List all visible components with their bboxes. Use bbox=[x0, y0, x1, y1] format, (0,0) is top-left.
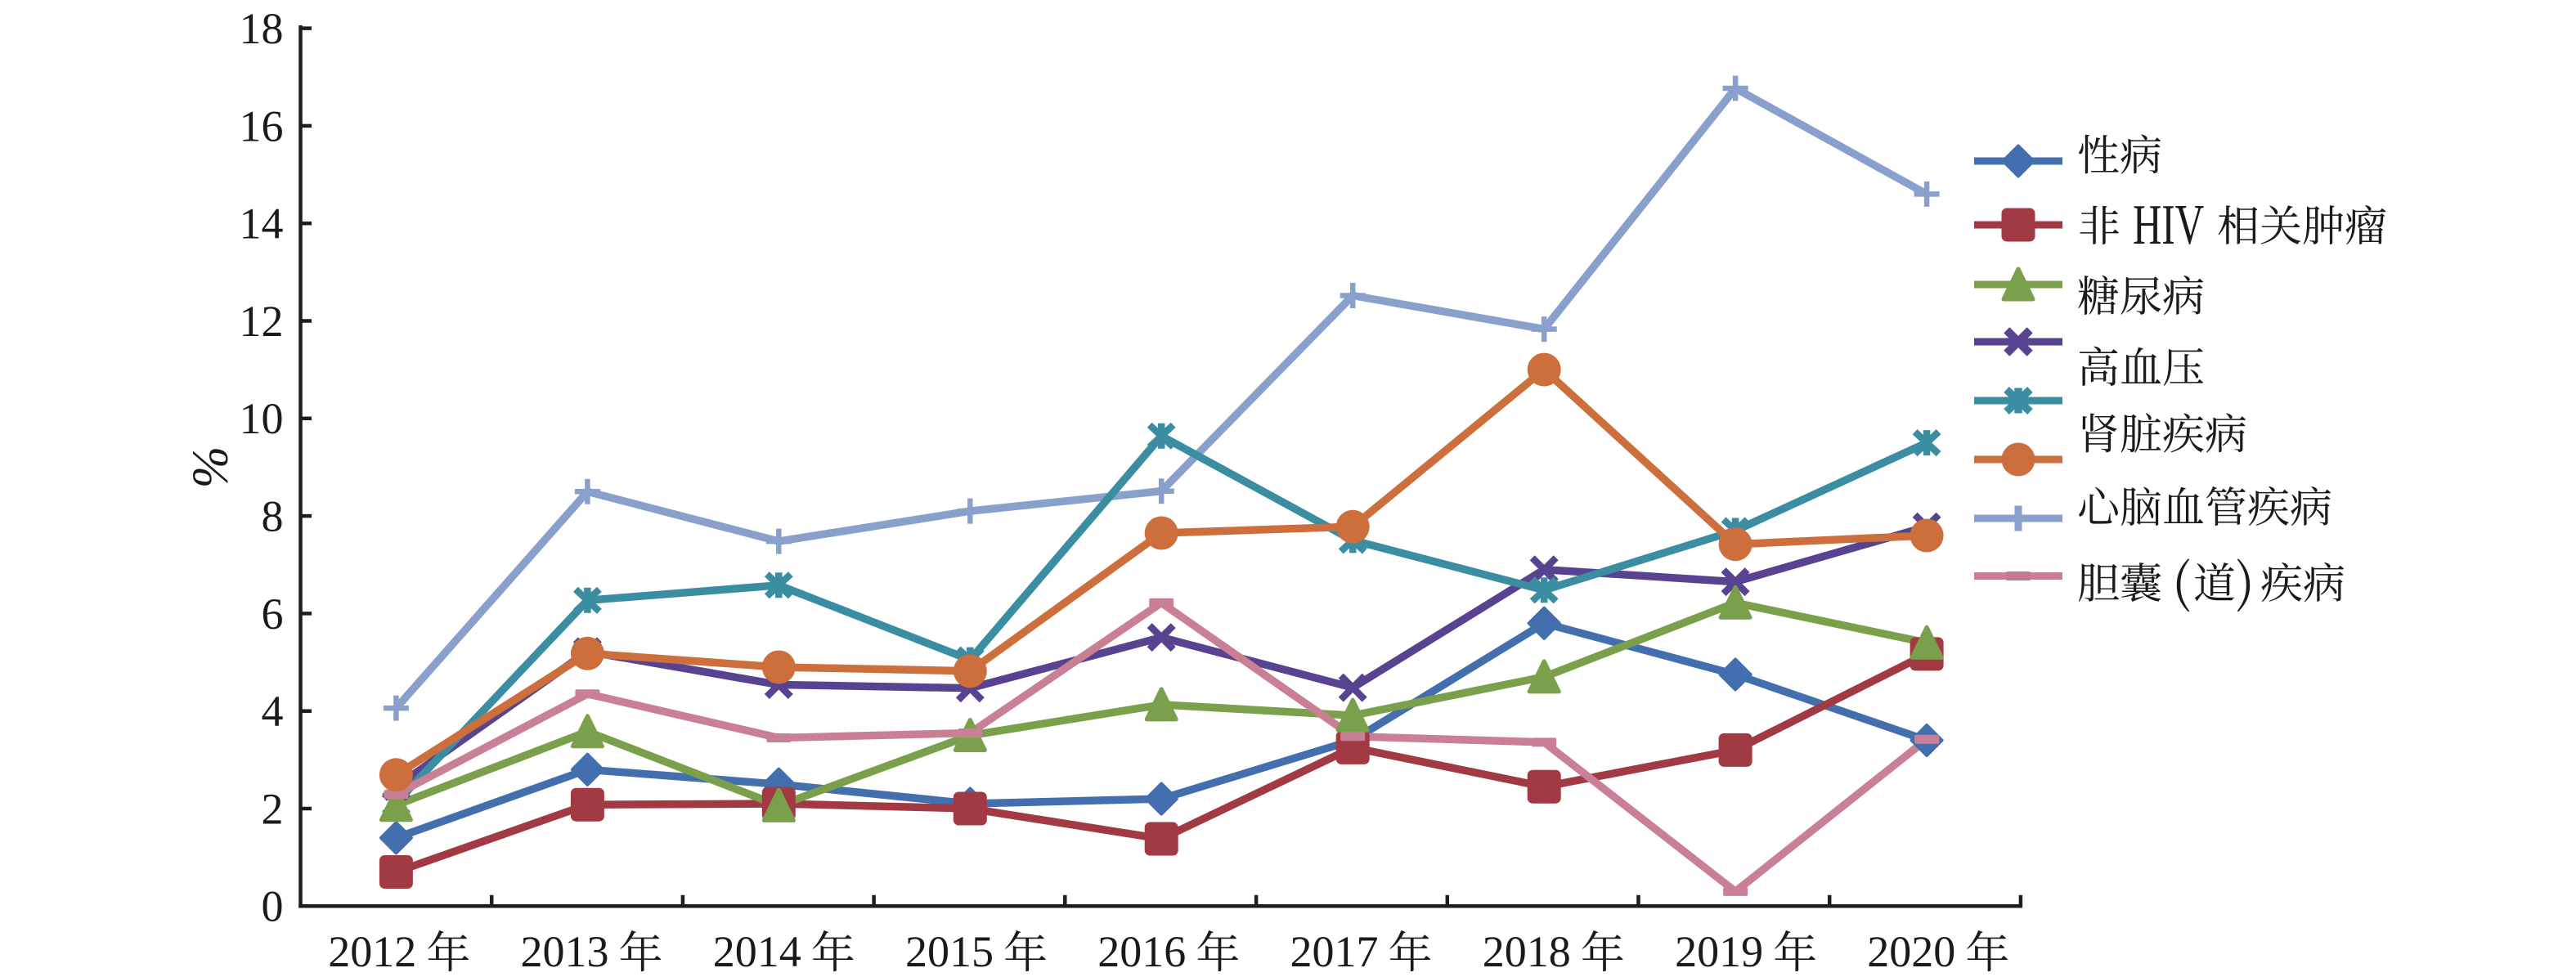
svg-text:2013: 2013 bbox=[521, 927, 609, 976]
svg-text:2019: 2019 bbox=[1675, 927, 1763, 976]
svg-text:2: 2 bbox=[262, 784, 284, 833]
svg-text:2016: 2016 bbox=[1097, 927, 1186, 976]
svg-text:6: 6 bbox=[262, 589, 284, 639]
svg-text:2012: 2012 bbox=[328, 927, 416, 976]
svg-text:8: 8 bbox=[262, 492, 284, 541]
svg-text:0: 0 bbox=[262, 882, 284, 931]
svg-text:2020: 2020 bbox=[1867, 927, 1955, 976]
svg-text:%: % bbox=[183, 446, 239, 489]
svg-text:2017: 2017 bbox=[1290, 927, 1379, 976]
svg-text:2014: 2014 bbox=[713, 927, 801, 976]
svg-text:12: 12 bbox=[240, 297, 284, 346]
svg-text:2018: 2018 bbox=[1483, 927, 1571, 976]
svg-text:HIV: HIV bbox=[2133, 194, 2204, 258]
svg-text:14: 14 bbox=[240, 199, 284, 249]
svg-text:16: 16 bbox=[240, 101, 284, 150]
svg-text:10: 10 bbox=[240, 394, 284, 443]
svg-text:18: 18 bbox=[240, 4, 284, 53]
svg-text:4: 4 bbox=[262, 687, 284, 736]
svg-text:2015: 2015 bbox=[905, 927, 994, 976]
